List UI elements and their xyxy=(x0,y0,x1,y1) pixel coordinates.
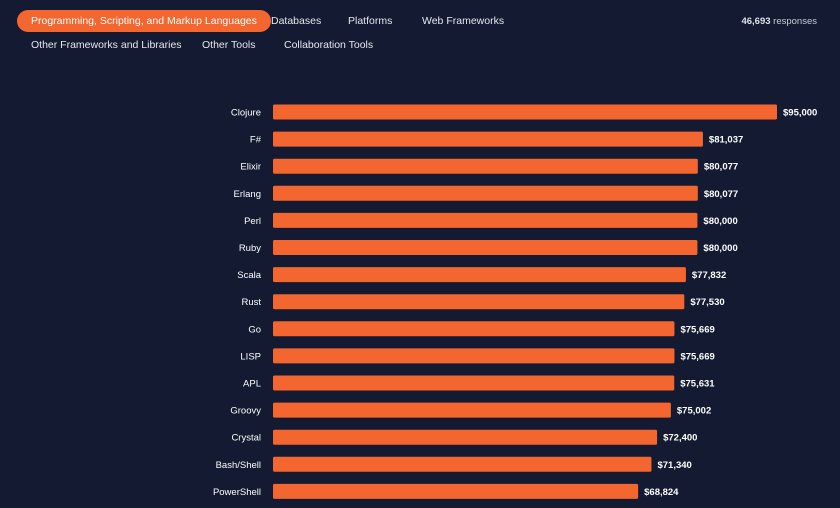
value-label-powershell: $68,824 xyxy=(644,487,679,498)
bar-rust[interactable] xyxy=(273,294,685,310)
bar-perl[interactable] xyxy=(273,212,698,228)
category-label-apl: APL xyxy=(243,379,261,390)
category-label-crystal: Crystal xyxy=(231,433,261,444)
value-label-lisp: $75,669 xyxy=(680,351,714,362)
value-label-scala: $77,832 xyxy=(692,270,726,281)
category-label-bash-shell: Bash/Shell xyxy=(216,460,261,471)
bar-erlang[interactable] xyxy=(273,185,698,201)
bar-elixir[interactable] xyxy=(273,158,698,174)
tab-other-frameworks[interactable]: Other Frameworks and Libraries xyxy=(31,39,182,51)
value-label-clojure: $95,000 xyxy=(783,108,817,119)
value-label-apl: $75,631 xyxy=(680,379,715,390)
tab-programming-languages[interactable]: Programming, Scripting, and Markup Langu… xyxy=(17,10,271,32)
category-label-powershell: PowerShell xyxy=(213,487,261,498)
category-label-groovy: Groovy xyxy=(230,406,261,417)
bar-clojure[interactable] xyxy=(273,104,777,120)
bar-powershell[interactable] xyxy=(273,483,639,499)
tab-other-tools[interactable]: Other Tools xyxy=(202,39,256,51)
value-label-bash-shell: $71,340 xyxy=(657,460,691,471)
bar-bash-shell[interactable] xyxy=(273,456,652,472)
category-label-go: Go xyxy=(248,324,261,335)
category-label-perl: Perl xyxy=(244,216,261,227)
category-label-fsharp: F# xyxy=(250,135,262,146)
tab-databases[interactable]: Databases xyxy=(271,15,322,27)
responses-number: 46,693 xyxy=(741,16,771,27)
value-label-go: $75,669 xyxy=(680,324,714,335)
category-label-lisp: LISP xyxy=(240,351,261,362)
value-label-elixir: $80,077 xyxy=(704,162,738,173)
bar-apl[interactable] xyxy=(273,375,675,391)
value-label-fsharp: $81,037 xyxy=(709,135,743,146)
bar-lisp[interactable] xyxy=(273,348,675,364)
category-label-erlang: Erlang xyxy=(234,189,261,200)
tab-web-frameworks[interactable]: Web Frameworks xyxy=(422,15,505,27)
value-label-groovy: $75,002 xyxy=(677,406,711,417)
bar-crystal[interactable] xyxy=(273,429,658,445)
bar-groovy[interactable] xyxy=(273,402,671,418)
category-label-scala: Scala xyxy=(237,270,261,281)
category-label-elixir: Elixir xyxy=(240,162,261,173)
value-label-erlang: $80,077 xyxy=(704,189,738,200)
tab-platforms[interactable]: Platforms xyxy=(348,15,393,27)
responses-count: 46,693 responses xyxy=(741,16,817,27)
value-label-rust: $77,530 xyxy=(690,297,724,308)
bar-fsharp[interactable] xyxy=(273,131,703,147)
bar-scala[interactable] xyxy=(273,267,686,283)
value-label-crystal: $72,400 xyxy=(663,433,697,444)
tab-collaboration-tools[interactable]: Collaboration Tools xyxy=(284,39,374,51)
value-label-ruby: $80,000 xyxy=(703,243,737,254)
category-label-rust: Rust xyxy=(241,297,261,308)
value-label-perl: $80,000 xyxy=(703,216,737,227)
bar-go[interactable] xyxy=(273,321,675,337)
category-label-ruby: Ruby xyxy=(239,243,261,254)
responses-label: responses xyxy=(773,16,817,27)
category-label-clojure: Clojure xyxy=(231,108,261,119)
bar-ruby[interactable] xyxy=(273,240,698,255)
